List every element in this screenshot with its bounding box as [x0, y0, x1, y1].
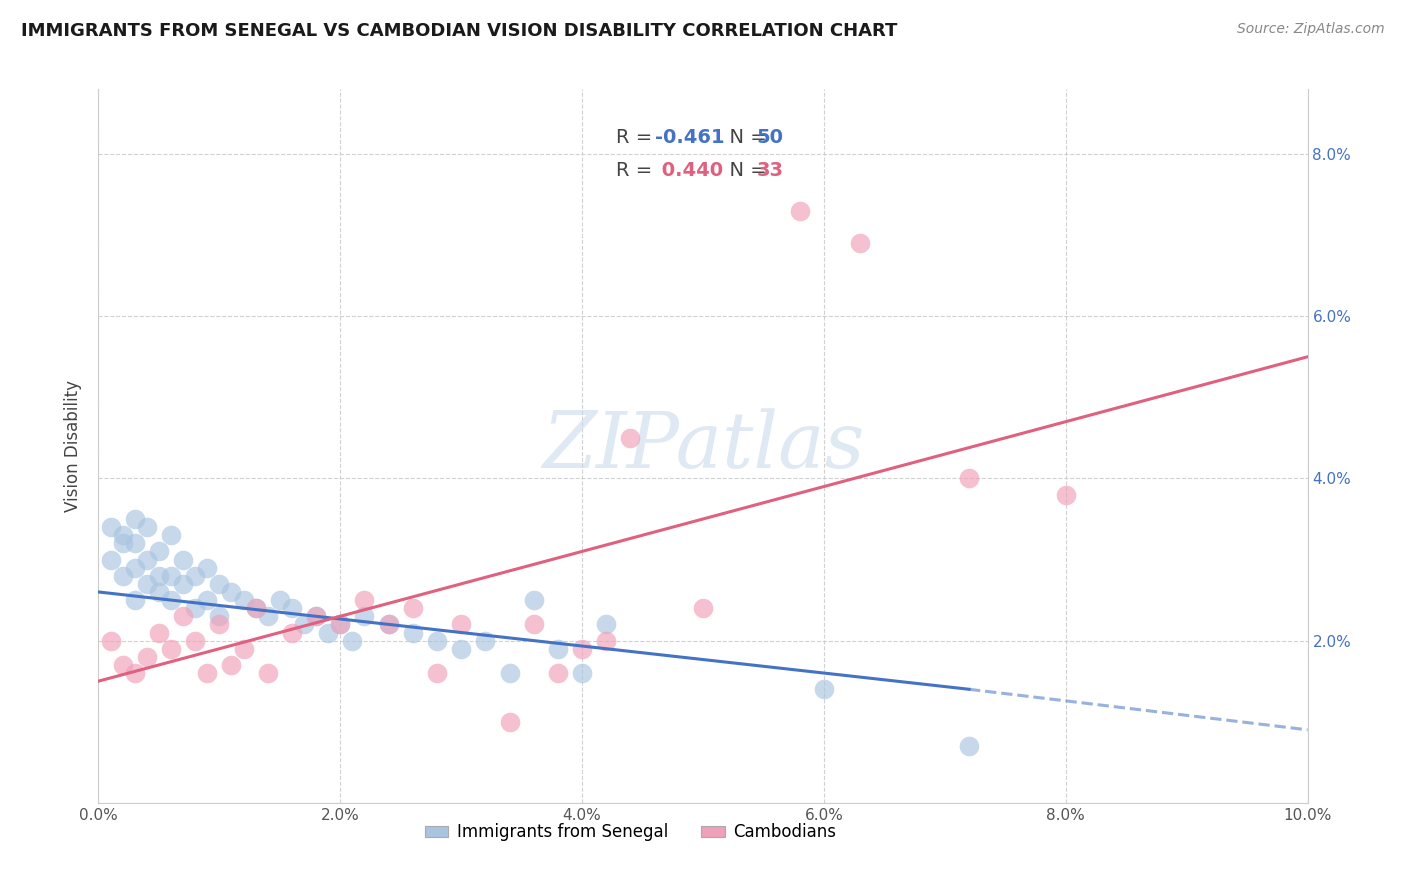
Point — [221, 585, 243, 599]
Point — [111, 528, 134, 542]
Point — [100, 633, 122, 648]
Point — [221, 657, 243, 672]
Point — [208, 577, 231, 591]
Point — [377, 617, 399, 632]
Point — [353, 593, 375, 607]
Point — [135, 649, 157, 664]
Point — [305, 609, 328, 624]
Point — [195, 666, 218, 681]
Point — [195, 593, 218, 607]
Point — [849, 236, 872, 251]
Point — [329, 617, 352, 632]
Point — [256, 609, 278, 624]
Point — [232, 593, 254, 607]
Text: -0.461: -0.461 — [655, 128, 725, 147]
Point — [232, 641, 254, 656]
Point — [135, 552, 157, 566]
Point — [474, 633, 496, 648]
Point — [353, 609, 375, 624]
Point — [148, 585, 170, 599]
Text: R =: R = — [616, 161, 658, 180]
Point — [160, 641, 183, 656]
Text: 33: 33 — [756, 161, 783, 180]
Point — [245, 601, 267, 615]
Text: N =: N = — [717, 161, 773, 180]
Point — [329, 617, 352, 632]
Point — [619, 431, 641, 445]
Point — [426, 633, 449, 648]
Point — [135, 520, 157, 534]
Point — [124, 666, 146, 681]
Point — [547, 641, 569, 656]
Point — [184, 601, 207, 615]
Text: 50: 50 — [756, 128, 783, 147]
Point — [523, 617, 546, 632]
Point — [281, 625, 304, 640]
Point — [172, 577, 194, 591]
Text: Source: ZipAtlas.com: Source: ZipAtlas.com — [1237, 22, 1385, 37]
Text: N =: N = — [717, 128, 773, 147]
Point — [316, 625, 339, 640]
Point — [281, 601, 304, 615]
Point — [957, 471, 980, 485]
Point — [111, 568, 134, 582]
Point — [160, 528, 183, 542]
Legend: Immigrants from Senegal, Cambodians: Immigrants from Senegal, Cambodians — [419, 817, 842, 848]
Point — [172, 609, 194, 624]
Point — [571, 641, 593, 656]
Point — [148, 568, 170, 582]
Point — [595, 617, 617, 632]
Text: R =: R = — [616, 128, 658, 147]
Point — [124, 512, 146, 526]
Point — [111, 657, 134, 672]
Point — [547, 666, 569, 681]
Text: 0.440: 0.440 — [655, 161, 724, 180]
Point — [292, 617, 315, 632]
Point — [789, 203, 811, 218]
Y-axis label: Vision Disability: Vision Disability — [65, 380, 83, 512]
Point — [184, 633, 207, 648]
Point — [957, 739, 980, 753]
Point — [100, 520, 122, 534]
Point — [195, 560, 218, 574]
Text: ZIPatlas: ZIPatlas — [541, 408, 865, 484]
Point — [256, 666, 278, 681]
Point — [208, 617, 231, 632]
Point — [124, 593, 146, 607]
Text: IMMIGRANTS FROM SENEGAL VS CAMBODIAN VISION DISABILITY CORRELATION CHART: IMMIGRANTS FROM SENEGAL VS CAMBODIAN VIS… — [21, 22, 897, 40]
Point — [402, 625, 425, 640]
Point — [124, 536, 146, 550]
Point — [100, 552, 122, 566]
Point — [498, 666, 520, 681]
Point — [184, 568, 207, 582]
Point — [208, 609, 231, 624]
Point — [426, 666, 449, 681]
Point — [160, 593, 183, 607]
Point — [1054, 488, 1077, 502]
Point — [160, 568, 183, 582]
Point — [245, 601, 267, 615]
Point — [523, 593, 546, 607]
Point — [269, 593, 291, 607]
Point — [124, 560, 146, 574]
Point — [135, 577, 157, 591]
Point — [450, 641, 472, 656]
Point — [172, 552, 194, 566]
Point — [111, 536, 134, 550]
Point — [342, 633, 364, 648]
Point — [402, 601, 425, 615]
Point — [305, 609, 328, 624]
Point — [571, 666, 593, 681]
Point — [498, 714, 520, 729]
Point — [692, 601, 714, 615]
Point — [595, 633, 617, 648]
Point — [813, 682, 835, 697]
Point — [377, 617, 399, 632]
Point — [148, 544, 170, 558]
Point — [148, 625, 170, 640]
Point — [450, 617, 472, 632]
